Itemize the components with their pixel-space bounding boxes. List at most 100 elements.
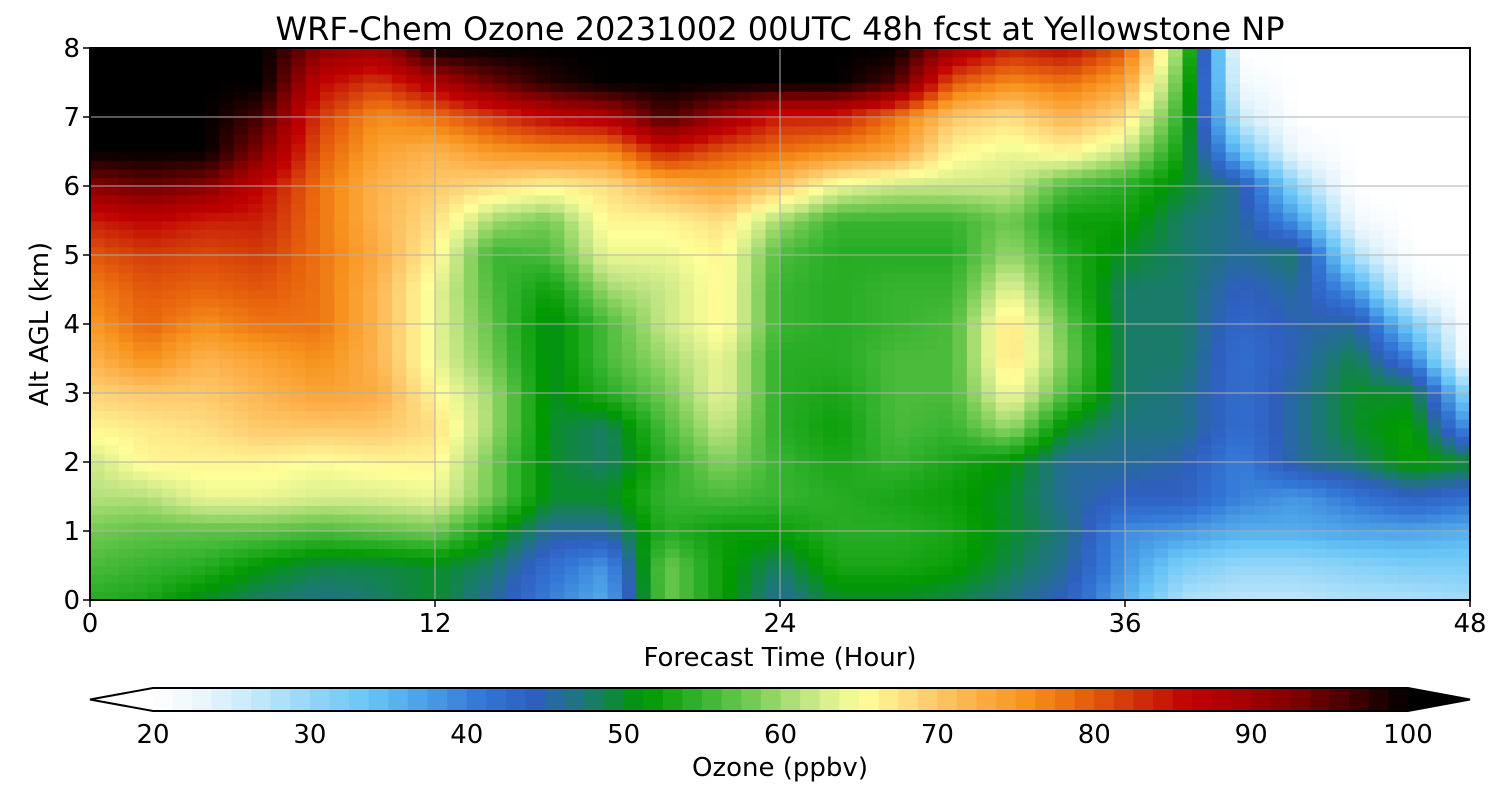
heatmap-cell — [837, 479, 853, 489]
heatmap-cell — [1268, 229, 1284, 239]
heatmap-cell — [233, 194, 249, 205]
heatmap-cell — [391, 582, 408, 593]
heatmap-cell — [363, 211, 379, 222]
heatmap-cell — [1038, 315, 1054, 325]
heatmap-cell — [219, 556, 235, 567]
heatmap-cell — [1081, 220, 1098, 230]
heatmap-cell — [880, 255, 896, 265]
heatmap-cell — [521, 513, 537, 524]
heatmap-cell — [736, 582, 753, 593]
heatmap-cell — [449, 522, 465, 532]
heatmap-cell — [248, 203, 264, 213]
heatmap-cell — [780, 393, 796, 403]
heatmap-cell — [736, 168, 753, 179]
heatmap-cell — [147, 375, 163, 386]
heatmap-cell — [1355, 203, 1371, 213]
heatmap-cell — [377, 496, 393, 506]
heatmap-cell — [190, 505, 206, 515]
heatmap-cell — [506, 522, 523, 532]
heatmap-cell — [1355, 168, 1371, 179]
heatmap-cell — [708, 393, 724, 403]
heatmap-cell — [435, 349, 451, 360]
heatmap-cell — [593, 548, 609, 558]
heatmap-cell — [607, 332, 623, 343]
heatmap-cell — [722, 556, 738, 567]
heatmap-cell — [506, 272, 523, 282]
heatmap-cell — [636, 341, 652, 351]
heatmap-cell — [550, 548, 566, 558]
heatmap-cell — [866, 255, 882, 265]
heatmap-cell — [722, 565, 738, 575]
heatmap-cell — [751, 487, 767, 498]
heatmap-cell — [449, 444, 465, 455]
heatmap-cell — [161, 298, 178, 308]
heatmap-cell — [708, 358, 724, 368]
heatmap-cell — [1340, 194, 1356, 205]
heatmap-cell — [348, 298, 364, 308]
heatmap-cell — [1297, 539, 1313, 550]
heatmap-cell — [104, 324, 120, 334]
heatmap-cell — [909, 177, 925, 187]
heatmap-cell — [133, 263, 149, 274]
heatmap-cell — [506, 505, 523, 515]
heatmap-cell — [161, 375, 178, 386]
heatmap-cell — [679, 462, 695, 472]
heatmap-cell — [1283, 487, 1299, 498]
heatmap-cell — [693, 194, 709, 205]
heatmap-cell — [1326, 160, 1342, 170]
heatmap-cell — [348, 453, 364, 463]
heatmap-cell — [564, 393, 580, 403]
heatmap-cell — [607, 263, 623, 274]
heatmap-cell — [219, 582, 235, 593]
heatmap-cell — [104, 436, 120, 446]
heatmap-cell — [564, 263, 580, 274]
heatmap-cell — [851, 168, 868, 179]
heatmap-cell — [176, 229, 192, 239]
heatmap-cell — [233, 539, 249, 550]
heatmap-cell — [1283, 410, 1299, 420]
heatmap-cell — [147, 177, 163, 187]
heatmap-cell — [1110, 367, 1126, 377]
heatmap-cell — [118, 522, 134, 532]
heatmap-cell — [952, 375, 968, 386]
heatmap-cell — [938, 522, 954, 532]
heatmap-cell — [233, 427, 249, 437]
heatmap-cell — [1096, 548, 1112, 558]
heatmap-cell — [1369, 211, 1385, 222]
heatmap-cell — [262, 341, 278, 351]
heatmap-cell — [1398, 393, 1414, 403]
heatmap-cell — [435, 582, 451, 593]
heatmap-cell — [420, 539, 436, 550]
heatmap-cell — [1053, 306, 1069, 317]
heatmap-cell — [1369, 306, 1385, 317]
heatmap-cell — [1441, 565, 1457, 575]
heatmap-cell — [1038, 496, 1054, 506]
heatmap-cell — [880, 375, 896, 386]
heatmap-cell — [248, 479, 264, 489]
heatmap-cell — [492, 444, 508, 455]
heatmap-cell — [478, 556, 494, 567]
heatmap-cell — [1254, 574, 1270, 584]
heatmap-cell — [147, 358, 163, 368]
heatmap-cell — [823, 160, 839, 170]
heatmap-cell — [794, 332, 810, 343]
heatmap-cell — [1211, 384, 1227, 394]
heatmap-cell — [492, 531, 508, 541]
heatmap-cell — [923, 565, 939, 575]
heatmap-cell — [1455, 358, 1470, 368]
heatmap-cell — [1383, 582, 1399, 593]
heatmap-cell — [1311, 358, 1328, 368]
heatmap-cell — [363, 255, 379, 265]
heatmap-cell — [780, 513, 796, 524]
heatmap-cell — [837, 401, 853, 412]
heatmap-cell — [736, 513, 753, 524]
heatmap-cell — [1268, 410, 1284, 420]
heatmap-cell — [851, 375, 868, 386]
heatmap-cell — [909, 427, 925, 437]
heatmap-cell — [866, 427, 882, 437]
heatmap-cell — [1340, 168, 1356, 179]
heatmap-cell — [435, 591, 451, 600]
heatmap-cell — [607, 539, 623, 550]
heatmap-cell — [952, 246, 968, 256]
heatmap-cell — [1240, 470, 1256, 481]
